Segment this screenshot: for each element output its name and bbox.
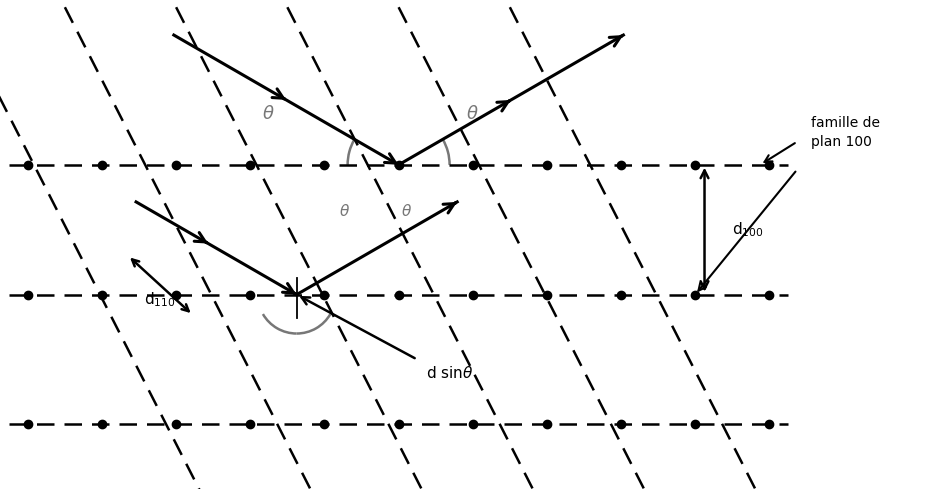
Text: d sin$\theta$: d sin$\theta$ (426, 366, 474, 381)
Text: $\theta$: $\theta$ (466, 105, 479, 123)
Text: $\theta$: $\theta$ (400, 203, 412, 219)
Text: $\theta$: $\theta$ (339, 203, 350, 219)
Text: $\theta$: $\theta$ (262, 105, 275, 123)
Text: famille de
plan 100: famille de plan 100 (811, 116, 880, 149)
Text: d$_{100}$: d$_{100}$ (732, 220, 764, 239)
Text: d$_{110}$: d$_{110}$ (144, 290, 175, 309)
